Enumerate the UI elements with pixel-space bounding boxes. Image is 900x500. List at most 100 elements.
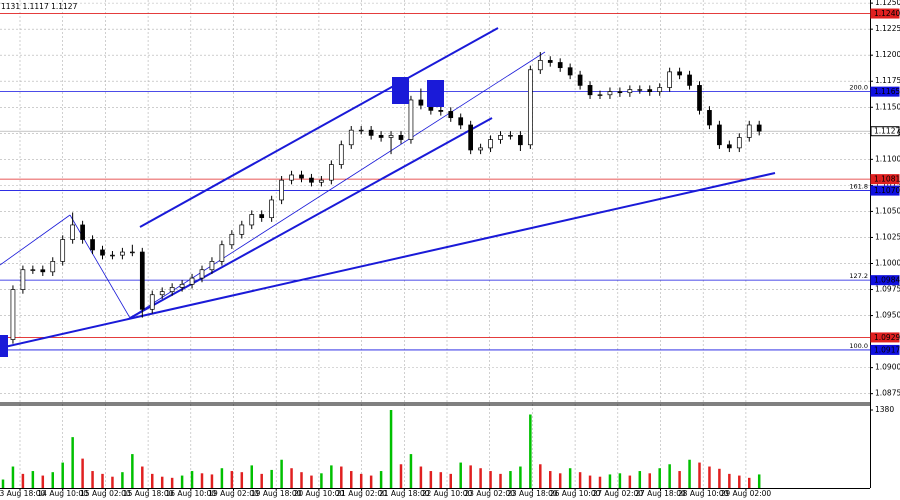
candle-body <box>687 74 692 86</box>
marker <box>392 77 409 104</box>
candle-body <box>289 174 294 181</box>
price-box <box>870 86 900 97</box>
y-tick-label: 1.1000 <box>875 258 900 267</box>
candle-body <box>657 87 663 92</box>
candle-body <box>726 144 732 149</box>
candle-body <box>627 89 633 94</box>
x-tick-label: 14 Aug 10:00 <box>37 489 88 498</box>
volume-tick-label: 1380 <box>875 405 894 414</box>
candle-body <box>309 177 314 183</box>
candle-body <box>508 135 513 137</box>
candle-body <box>10 289 16 340</box>
fib-label: 200.0 <box>849 84 868 92</box>
candle-body <box>90 239 95 251</box>
price-box-label: 1.1127 <box>874 127 900 136</box>
volume <box>1 410 761 488</box>
candle-body <box>478 147 483 151</box>
price-box <box>870 185 900 196</box>
candle-body <box>40 269 46 273</box>
candle-body <box>179 283 185 288</box>
y-tick-label: 1.1025 <box>875 232 900 241</box>
y-tick-label: 1.1050 <box>875 206 900 215</box>
candle-body <box>697 85 702 111</box>
candle-body <box>388 135 394 138</box>
levels: 200.0 161.8 127.2 100.0 <box>0 13 870 351</box>
x-tick-label: 16 Aug 10:00 <box>166 489 217 498</box>
x-tick-label: 15 Aug 18:00 <box>123 489 174 498</box>
candle-body <box>736 137 742 149</box>
x-tick-label: 21 Aug 02:00 <box>336 489 387 498</box>
candle-body <box>249 214 255 226</box>
candle-body <box>139 251 145 310</box>
y-tick-label: 1.1200 <box>875 50 900 59</box>
fib-label: 100.0 <box>849 342 868 350</box>
marker <box>427 80 444 107</box>
price-box-label: 1.1240 <box>874 9 900 18</box>
y-tick-label: 1.1250 <box>875 0 900 7</box>
candle-body <box>756 124 762 132</box>
price-box <box>870 126 900 137</box>
candle-body <box>617 91 623 94</box>
price-box-label: 1.0984 <box>874 276 900 285</box>
y-tick-label: 1.1100 <box>875 154 900 163</box>
candle-body <box>169 287 175 292</box>
y-tick-label: 1.1175 <box>875 76 900 85</box>
x-tick-label: 19 Aug 18:00 <box>251 489 302 498</box>
y-tick-label: 1.0900 <box>875 363 900 372</box>
y-tick-label: 1.0875 <box>875 389 900 398</box>
candle-body <box>348 129 354 146</box>
candle-body <box>577 74 583 86</box>
candle-body <box>30 269 36 271</box>
zigzag <box>69 214 131 319</box>
candle-body <box>358 129 364 132</box>
candle-body <box>567 67 573 76</box>
candle-body <box>60 239 66 262</box>
candle-body <box>458 117 464 126</box>
price-box-label: 1.0917 <box>874 345 900 354</box>
candle-body <box>746 124 752 138</box>
price-box <box>870 8 900 19</box>
candle-body <box>418 99 424 106</box>
candle-body <box>468 124 473 151</box>
drawings <box>0 27 776 349</box>
candle-body <box>438 110 444 112</box>
candle-body <box>20 269 26 290</box>
candle-body <box>219 244 225 262</box>
candle-body <box>498 135 503 140</box>
x-tick-label: 13 Aug 18:00 <box>0 489 46 498</box>
price-box-label: 1.0929 <box>874 333 900 342</box>
fib-label: 127.2 <box>849 272 868 280</box>
x-tick-label: 29 Aug 02:00 <box>721 489 772 498</box>
channel-upper <box>139 27 499 228</box>
candle-body <box>70 224 76 240</box>
candle-body <box>338 144 344 165</box>
candle-body <box>518 135 523 146</box>
x-tick-label: 20 Aug 10:00 <box>294 489 345 498</box>
candle-body <box>149 294 155 310</box>
x-tick-label: 27 Aug 02:00 <box>593 489 644 498</box>
trend-line <box>129 51 546 319</box>
x-tick-label: 23 Aug 02:00 <box>464 489 515 498</box>
price-box <box>870 275 900 286</box>
candle-body <box>707 110 712 126</box>
candle-body <box>299 174 304 179</box>
candle-body <box>329 164 334 181</box>
trend-line <box>0 172 776 349</box>
candle-body <box>209 261 215 271</box>
markers <box>0 77 444 357</box>
header: 1131 1.1117 1.1127 <box>1 2 78 11</box>
zigzag <box>0 214 71 266</box>
candle-body <box>368 129 374 136</box>
x-tick-label: 26 Aug 10:00 <box>550 489 601 498</box>
y-tick-label: 1.1225 <box>875 24 900 33</box>
y-tick-label: 1.0975 <box>875 285 900 294</box>
y-tick-label: 1.1150 <box>875 102 900 111</box>
candle-body <box>229 233 235 246</box>
candle-body <box>120 251 125 256</box>
candle-body <box>279 179 284 201</box>
candle-body <box>100 249 105 256</box>
price-box <box>870 344 900 355</box>
price-box <box>870 332 900 343</box>
